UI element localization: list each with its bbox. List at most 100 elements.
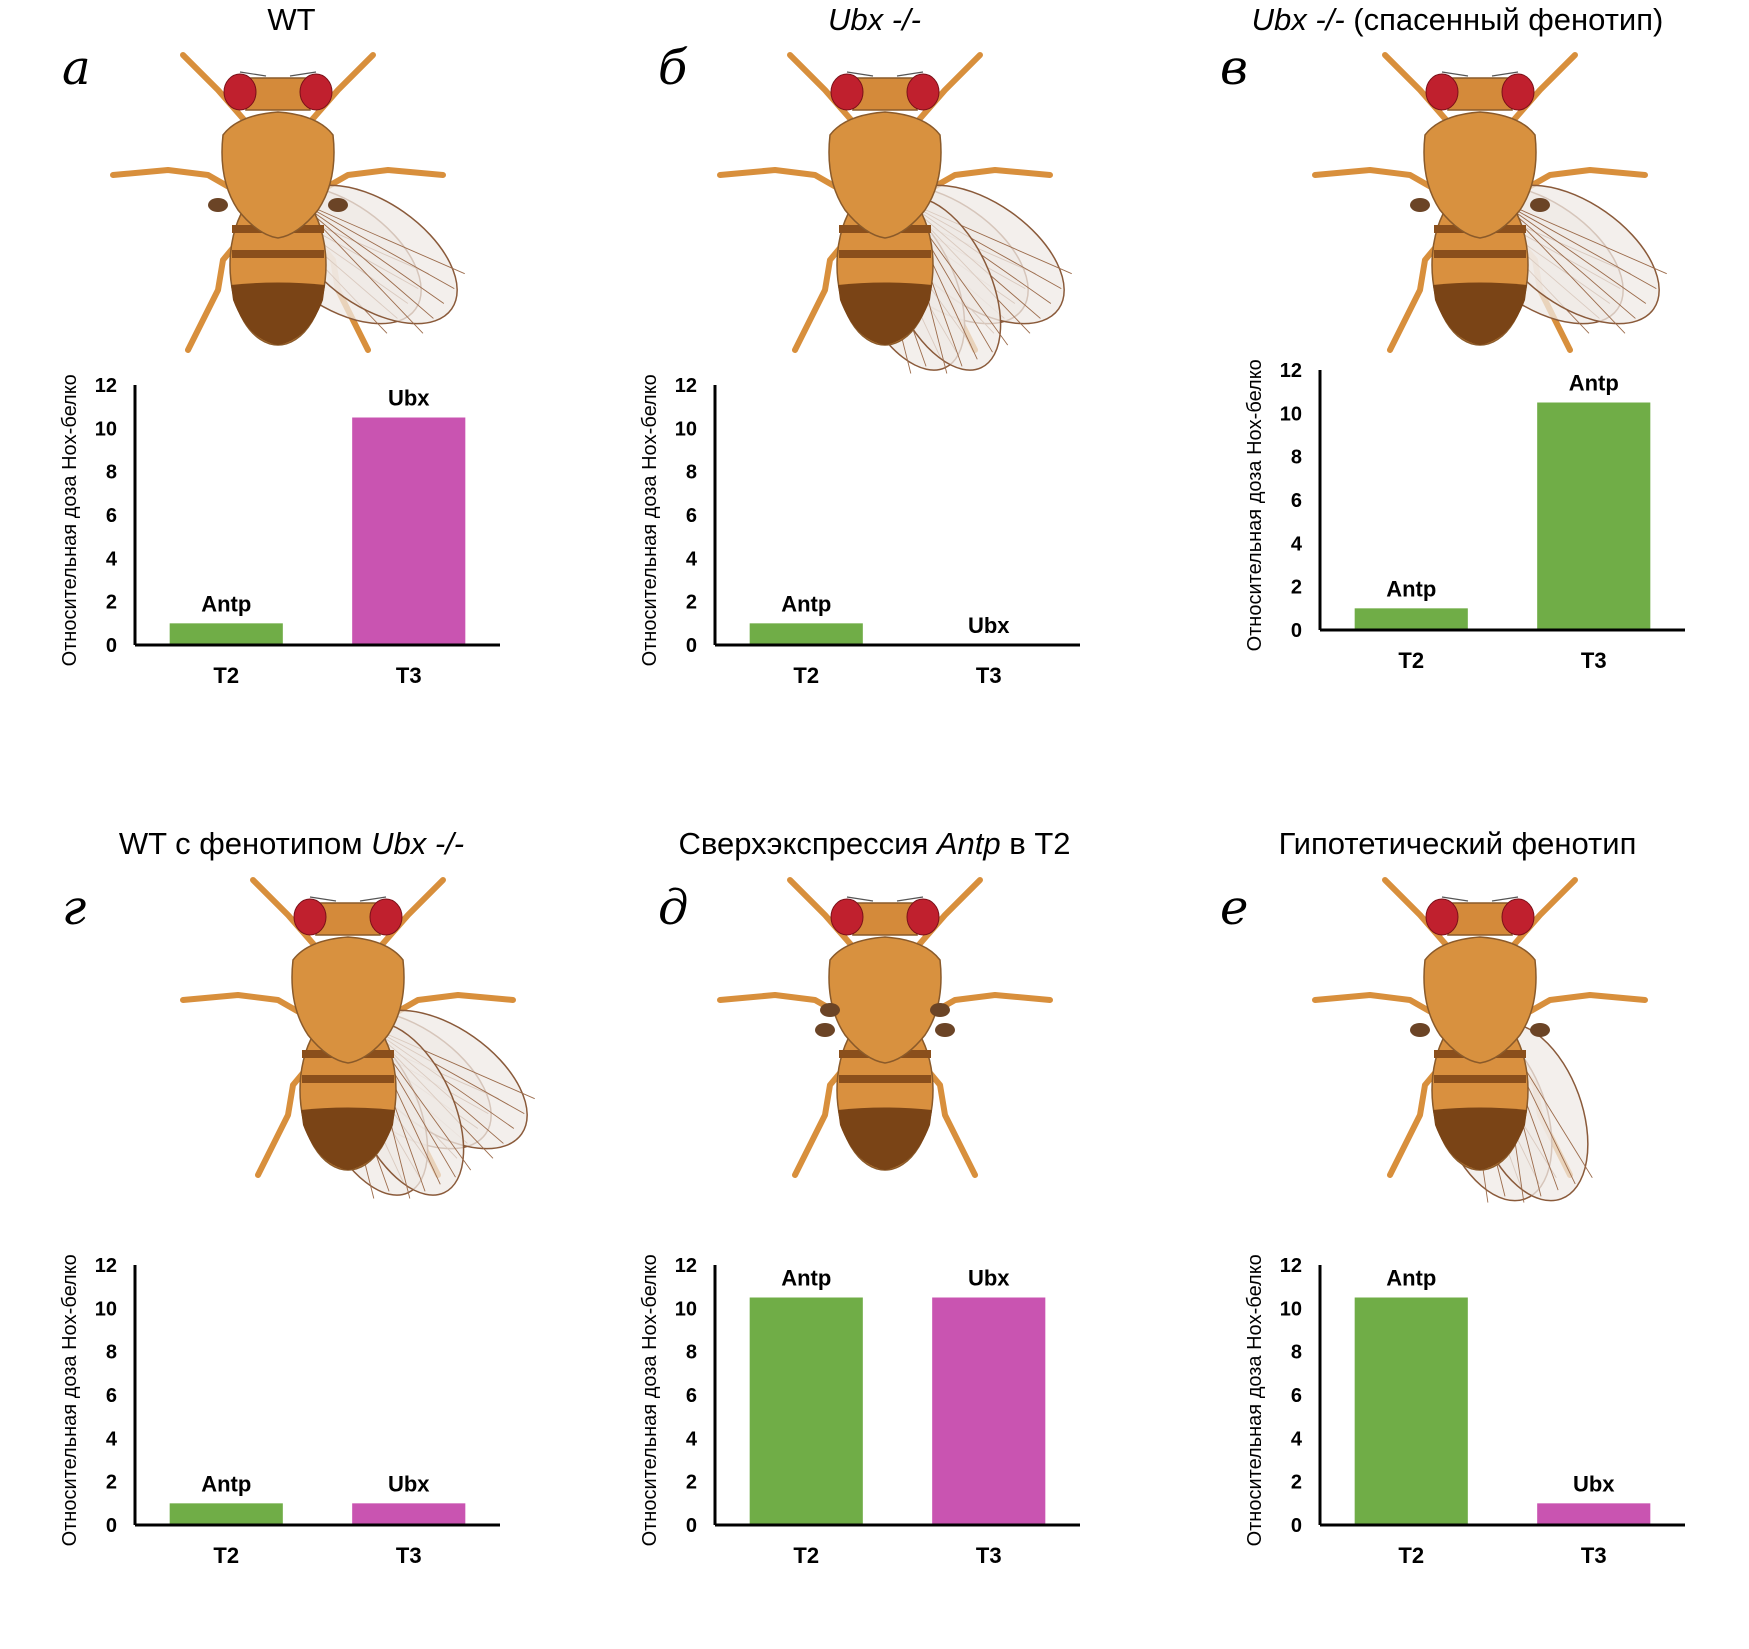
antenna-left	[1441, 896, 1469, 902]
title-segment: Гипотетический фенотип	[1278, 826, 1637, 861]
y-tick-label: 12	[95, 1255, 117, 1277]
panel-title-a: WT	[0, 2, 583, 38]
middle-leg-left	[110, 167, 246, 198]
x-tick-label: T2	[1398, 1543, 1424, 1568]
antenna-right	[359, 896, 387, 902]
y-tick-label: 6	[686, 505, 697, 527]
title-segment: Antp	[936, 826, 1001, 861]
haltere-left	[1410, 1023, 1430, 1037]
eye-right	[906, 898, 940, 936]
abdomen-stripe	[232, 250, 324, 258]
front-leg-left	[787, 877, 863, 958]
antenna-left	[846, 896, 874, 902]
abdomen-stripe	[839, 1075, 931, 1083]
x-tick-label: T2	[213, 1543, 239, 1568]
title-segment: Ubx -/-	[1251, 2, 1345, 37]
bar-data-label: Antp	[781, 1266, 831, 1291]
y-tick-label: 4	[686, 1428, 698, 1450]
y-tick-label: 10	[1280, 1298, 1302, 1320]
fly-thorax	[828, 936, 942, 1064]
haltere-right	[328, 198, 348, 212]
eye-left	[830, 898, 864, 936]
y-tick-label: 0	[106, 1515, 117, 1537]
eye-left	[830, 73, 864, 111]
y-axis-label: Относительная доза Hox-белков	[59, 375, 81, 666]
fly-illustration	[180, 877, 535, 1199]
y-tick-label: 0	[1291, 1515, 1302, 1537]
y-tick-label: 8	[1291, 447, 1302, 469]
bar-chart-d: Относительная доза Hox-белков 0 2 4 6 8 10 12 An…	[639, 1255, 1080, 1568]
front-leg-right	[1502, 877, 1578, 958]
haltere-left	[208, 198, 228, 212]
fly-thorax	[1423, 111, 1537, 239]
y-tick-label: 0	[106, 635, 117, 657]
front-leg-right	[907, 877, 983, 958]
haltere-left	[1410, 198, 1430, 212]
abdomen-tip	[838, 282, 932, 345]
front-leg-right	[907, 52, 983, 133]
x-tick-label: T3	[1581, 648, 1607, 673]
fly-thorax	[221, 111, 335, 239]
fly-illustration	[1312, 52, 1667, 353]
fly-illustration	[1312, 877, 1648, 1203]
wing-vein	[1497, 199, 1657, 290]
title-segment: Ubx -/-	[371, 826, 465, 861]
y-tick-label: 2	[106, 592, 117, 614]
front-leg-left	[180, 52, 256, 133]
bar-data-label: Antp	[1386, 1266, 1436, 1291]
title-segment: Сверхэкспрессия	[678, 826, 937, 861]
y-tick-label: 8	[106, 462, 117, 484]
bar-data-label: Ubx	[388, 1471, 430, 1496]
bar-data-label: Antp	[781, 591, 831, 616]
fly-illustration	[717, 877, 1053, 1178]
antenna-right	[1491, 896, 1519, 902]
front-leg-right	[300, 52, 376, 133]
eye-left	[223, 73, 257, 111]
y-tick-label: 4	[106, 1428, 118, 1450]
bar-t3-ubx	[932, 1297, 1046, 1525]
antenna-left	[846, 71, 874, 77]
abdomen-stripe	[1434, 1075, 1526, 1083]
y-tick-label: 4	[686, 548, 698, 570]
panel-letter-g: г	[62, 880, 87, 936]
bar-t2-antp	[1354, 608, 1468, 630]
bar-data-label: Antp	[1569, 371, 1619, 396]
bar-data-label: Ubx	[968, 613, 1010, 638]
y-tick-label: 10	[1280, 403, 1302, 425]
bar-t3-antp	[1537, 402, 1651, 630]
title-segment: в Т2	[1000, 826, 1071, 861]
bar-chart-v: Относительная доза Hox-белков 0 2 4 6 8 10 12 An…	[1244, 360, 1685, 673]
y-tick-label: 8	[106, 1342, 117, 1364]
y-tick-label: 10	[95, 1298, 117, 1320]
x-tick-label: T3	[396, 1543, 422, 1568]
x-tick-label: T3	[976, 1543, 1002, 1568]
y-tick-label: 8	[1291, 1342, 1302, 1364]
y-axis-label: Относительная доза Hox-белков	[639, 1255, 661, 1546]
front-leg-left	[1382, 52, 1458, 133]
title-segment: WT	[267, 2, 316, 37]
bar-chart-a: Относительная доза Hox-белков 0 2 4 6 8 10 12 An…	[59, 375, 500, 688]
antenna-left	[1441, 71, 1469, 77]
y-tick-label: 6	[106, 505, 117, 527]
fly-thorax	[828, 111, 942, 239]
eye-left	[1425, 898, 1459, 936]
y-tick-label: 10	[675, 1298, 697, 1320]
bar-t2-antp	[749, 1297, 863, 1525]
x-tick-label: T2	[1398, 648, 1424, 673]
panel-letter-a: а	[62, 40, 91, 96]
antenna-right	[289, 71, 317, 77]
eye-right	[1501, 898, 1535, 936]
haltere-left	[815, 1023, 835, 1037]
y-tick-label: 2	[106, 1472, 117, 1494]
front-leg-right	[370, 877, 446, 958]
y-tick-label: 2	[686, 592, 697, 614]
eye-left	[1425, 73, 1459, 111]
x-tick-label: T3	[976, 663, 1002, 688]
front-leg-right	[1502, 52, 1578, 133]
extra-haltere-right	[930, 1003, 950, 1017]
middle-leg-left	[717, 167, 853, 198]
antenna-right	[896, 71, 924, 77]
bar-data-label: Antp	[201, 591, 251, 616]
abdomen-tip	[301, 1107, 395, 1170]
